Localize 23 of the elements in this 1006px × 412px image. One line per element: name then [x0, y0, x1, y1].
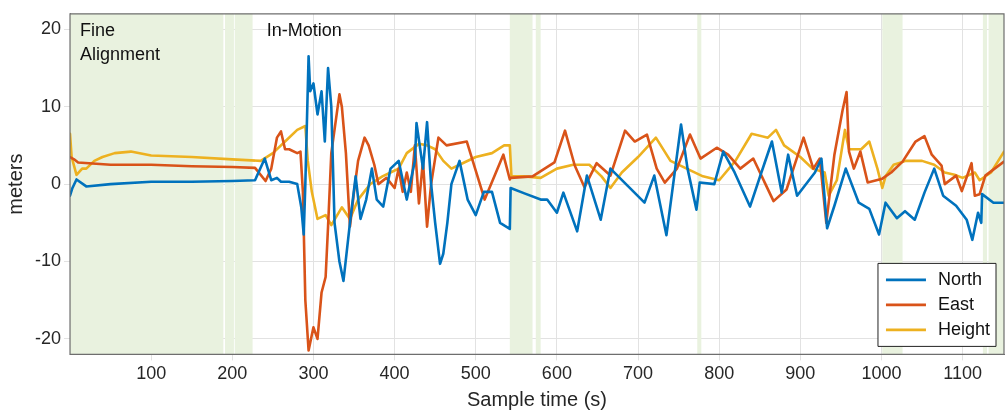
- y-axis-title: meters: [3, 153, 26, 215]
- y-tick-label: 0: [51, 173, 62, 194]
- x-tick-label: 1100: [943, 363, 982, 384]
- legend-label: Height: [937, 318, 990, 339]
- annotation: In-Motion: [266, 19, 342, 40]
- x-tick-label: 300: [298, 363, 329, 384]
- x-tick-label: 800: [704, 363, 735, 384]
- x-tick-label: 400: [379, 363, 410, 384]
- y-tick-label: 10: [40, 95, 62, 116]
- x-tick-label: 500: [460, 363, 491, 384]
- x-tick-label: 600: [541, 363, 572, 384]
- y-tick-label: 20: [40, 18, 62, 39]
- annotation: Fine Alignment: [80, 19, 161, 64]
- y-tick-label: -20: [35, 327, 62, 348]
- x-tick-label: 1000: [861, 363, 902, 384]
- legend-label: East: [937, 293, 974, 314]
- x-tick-label: 100: [136, 363, 167, 384]
- x-tick-label: 200: [217, 363, 248, 384]
- x-axis-title: Sample time (s): [466, 387, 608, 410]
- legend-label: North: [937, 268, 982, 289]
- x-tick-label: 700: [623, 363, 654, 384]
- x-tick-label: 900: [785, 363, 816, 384]
- y-tick-label: -10: [35, 250, 62, 271]
